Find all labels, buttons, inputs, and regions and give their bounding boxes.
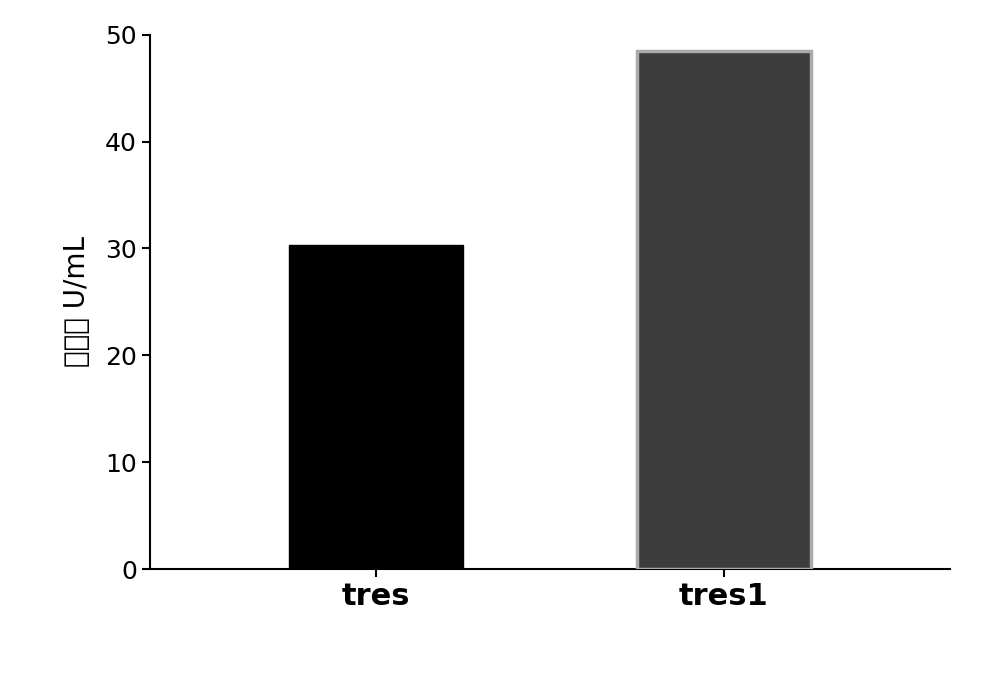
Bar [637,51,811,569]
Y-axis label: 醂活性 U/mL: 醂活性 U/mL [63,237,91,367]
Bar [289,245,463,569]
